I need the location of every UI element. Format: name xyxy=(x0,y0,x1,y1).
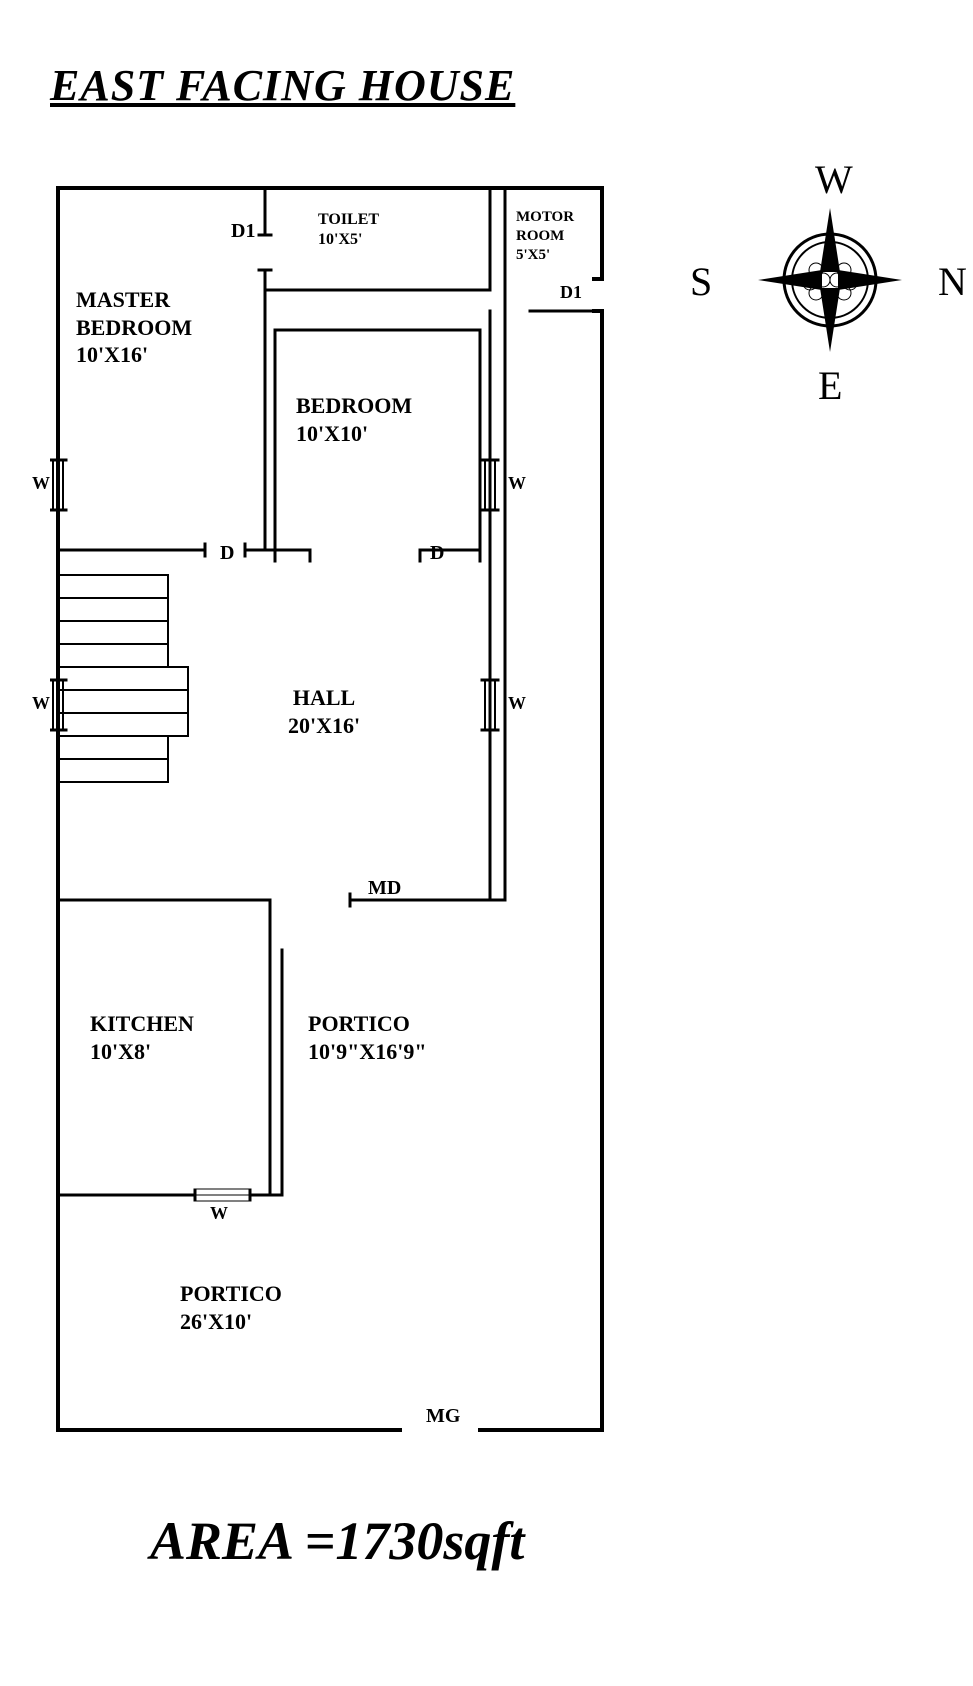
mg-tag: MG xyxy=(426,1405,460,1428)
portico2-label: PORTICO 26'X10' xyxy=(180,1280,282,1335)
page-title: EAST FACING HOUSE xyxy=(50,60,515,111)
toilet-label: TOILET 10'X5' xyxy=(318,210,379,250)
floor-plan: MASTER BEDROOM 10'X16' TOILET 10'X5' MOT… xyxy=(50,180,610,1440)
compass-s-label: S xyxy=(690,258,712,305)
w-left1-tag: W xyxy=(32,473,50,494)
d-left-tag: D xyxy=(220,542,234,565)
compass-e-label: E xyxy=(818,362,842,409)
kitchen-label: KITCHEN 10'X8' xyxy=(90,1010,194,1065)
area-text: AREA =1730sqft xyxy=(150,1510,524,1572)
portico1-label: PORTICO 10'9"X16'9" xyxy=(308,1010,427,1065)
compass-rose: W S N E xyxy=(720,170,940,390)
motor-room-label: MOTOR ROOM 5'X5' xyxy=(516,208,574,264)
d1-right-tag: D1 xyxy=(560,282,582,303)
d1-top-tag: D1 xyxy=(231,220,255,243)
w-left2-tag: W xyxy=(32,693,50,714)
hall-label: HALL 20'X16' xyxy=(288,684,360,739)
w-right2-tag: W xyxy=(508,693,526,714)
d-right-tag: D xyxy=(430,542,444,565)
md-tag: MD xyxy=(368,877,401,900)
compass-w-label: W xyxy=(815,156,853,203)
compass-n-label: N xyxy=(938,258,967,305)
bedroom-label: BEDROOM 10'X10' xyxy=(296,392,412,447)
w-right1-tag: W xyxy=(508,473,526,494)
w-bottom-tag: W xyxy=(210,1203,228,1224)
master-bedroom-label: MASTER BEDROOM 10'X16' xyxy=(76,286,192,369)
